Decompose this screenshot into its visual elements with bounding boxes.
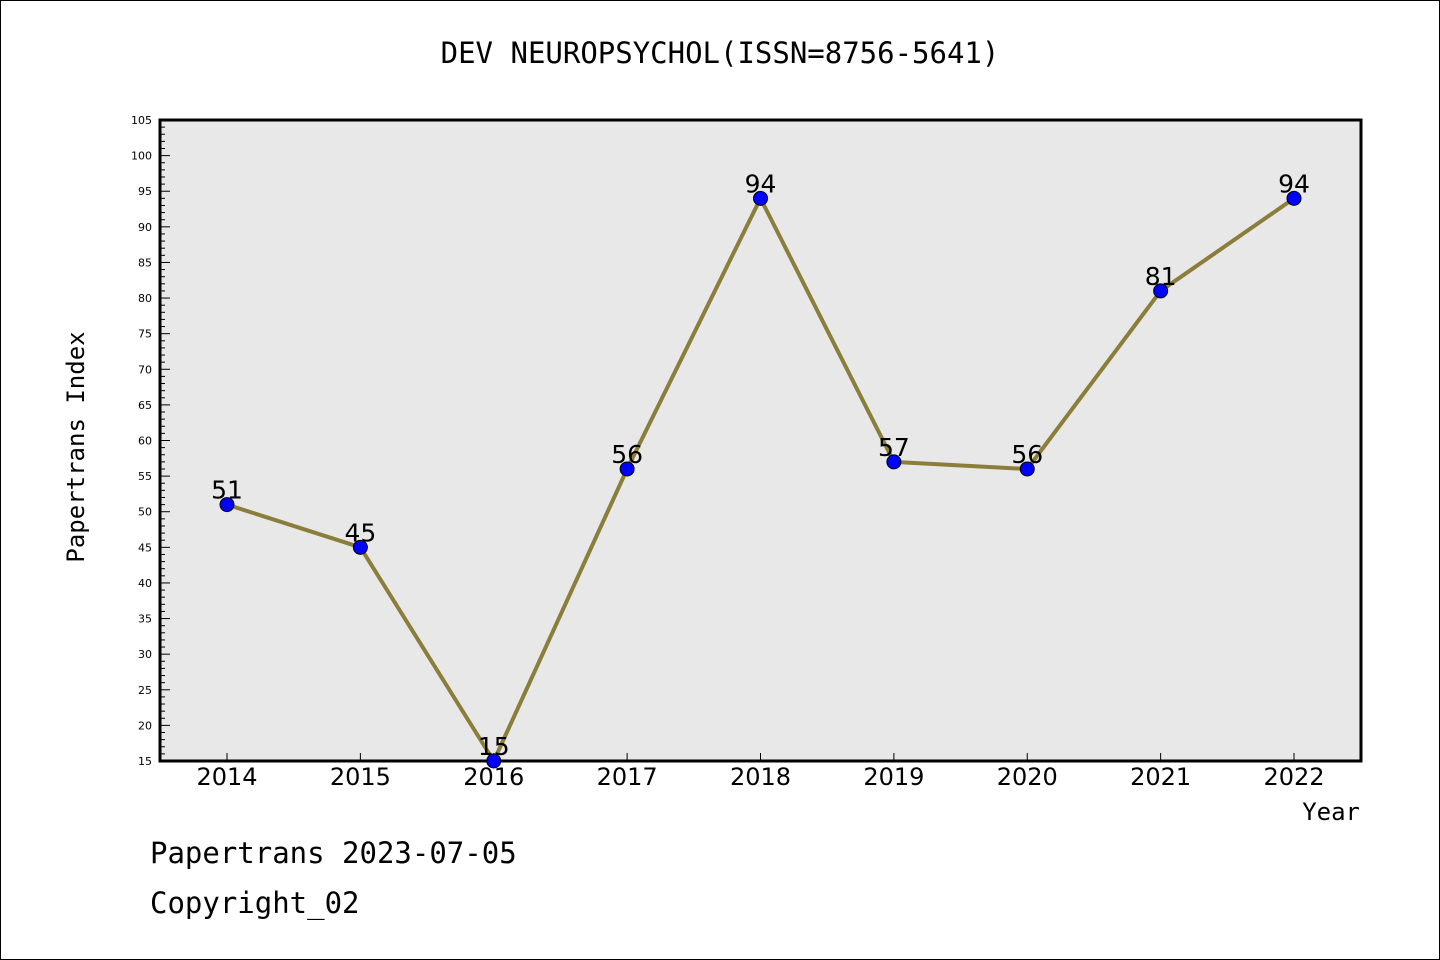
footer-copyright: Copyright_02 <box>150 886 360 920</box>
y-tick-label: 100 <box>131 150 152 163</box>
y-tick-label: 25 <box>138 684 152 697</box>
y-tick-label: 70 <box>138 363 152 376</box>
y-tick-label: 65 <box>138 399 152 412</box>
data-point <box>219 497 235 513</box>
chart-title: DEV NEUROPSYCHOL(ISSN=8756-5641) <box>440 36 1000 70</box>
y-tick-label: 20 <box>138 719 152 732</box>
y-tick-label: 60 <box>138 435 152 448</box>
data-point <box>352 539 368 555</box>
y-tick-label: 105 <box>131 114 152 127</box>
data-point <box>1153 283 1169 299</box>
y-tick-label: 80 <box>138 292 152 305</box>
y-tick-label: 95 <box>138 185 152 198</box>
data-label: 57 <box>878 433 910 462</box>
y-tick-label: 50 <box>138 506 152 519</box>
y-tick-label: 15 <box>138 755 152 768</box>
data-point <box>886 454 902 470</box>
x-tick-label: 2022 <box>1263 763 1324 791</box>
data-label: 56 <box>1011 440 1043 469</box>
y-tick-label: 55 <box>138 470 152 483</box>
y-tick-label: 75 <box>138 328 152 341</box>
y-tick-label: 90 <box>138 221 152 234</box>
y-axis: 15 20 25 30 35 40 45 50 55 60 65 70 75 80 85 90 95 100 105 <box>131 114 170 768</box>
x-tick-label: 2020 <box>997 763 1058 791</box>
y-tick-label: 40 <box>138 577 152 590</box>
data-label: 45 <box>344 518 376 547</box>
data-point <box>486 753 502 769</box>
x-tick-label: 2014 <box>196 763 257 791</box>
x-tick-label: 2018 <box>730 763 791 791</box>
plot-area <box>158 118 1363 763</box>
data-point <box>753 190 768 206</box>
x-tick-label: 2019 <box>863 763 924 791</box>
y-tick-label: 85 <box>138 256 152 269</box>
data-point <box>1019 461 1035 477</box>
y-axis-label: Papertrans Index <box>62 331 90 562</box>
data-label: 94 <box>745 169 777 198</box>
x-tick-label: 2021 <box>1130 763 1191 791</box>
data-point <box>619 461 635 477</box>
series-group: 51 45 15 56 94 57 56 81 94 <box>211 169 1310 769</box>
footer-date: Papertrans 2023-07-05 <box>150 836 517 870</box>
data-label: 94 <box>1278 169 1310 198</box>
data-label: 56 <box>611 440 643 469</box>
y-tick-label: 30 <box>138 648 152 661</box>
data-label: 15 <box>478 732 510 761</box>
data-label: 51 <box>211 476 243 505</box>
data-point <box>1286 190 1302 206</box>
x-axis-label: Year <box>1302 798 1360 826</box>
data-label: 81 <box>1145 262 1177 291</box>
y-tick-label: 45 <box>138 541 152 554</box>
x-tick-label: 2015 <box>330 763 391 791</box>
y-tick-label: 35 <box>138 613 152 626</box>
x-axis: 2014 2015 2016 2017 2018 2019 2020 2021 2022 <box>196 753 1325 791</box>
x-tick-label: 2017 <box>597 763 658 791</box>
